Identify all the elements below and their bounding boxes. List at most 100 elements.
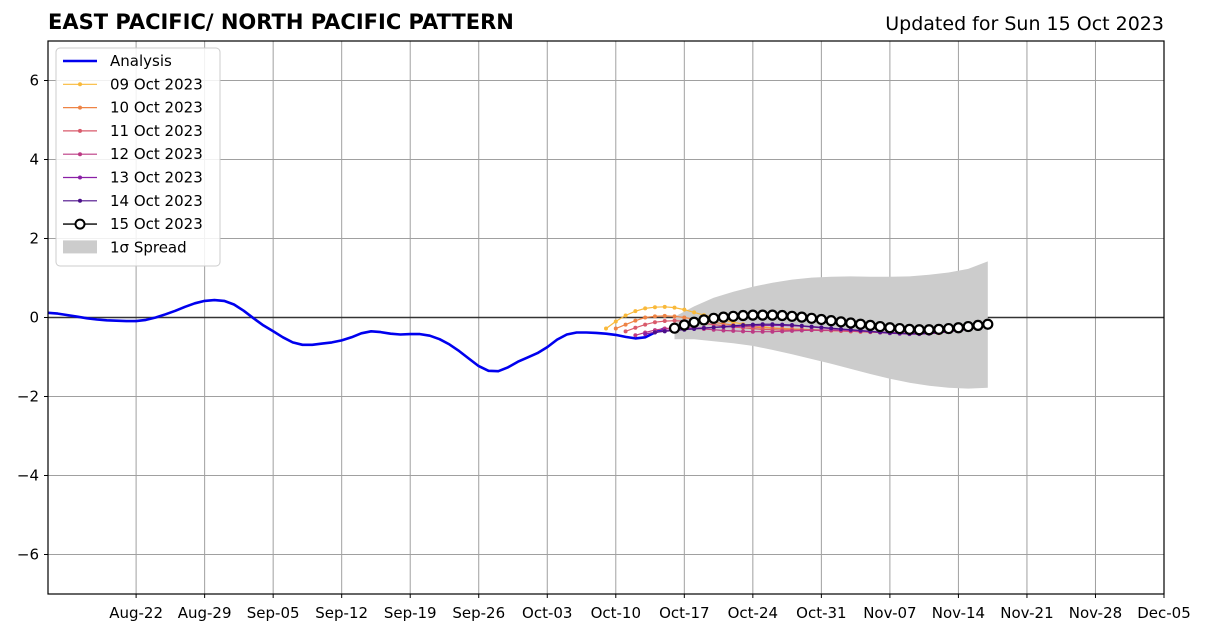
current-forecast-point <box>727 310 739 322</box>
forecast-point <box>623 322 628 327</box>
x-tick-label: Oct-31 <box>796 604 846 622</box>
legend-box <box>55 47 221 267</box>
forecast-point <box>721 328 726 333</box>
forecast-line <box>654 323 979 335</box>
chart-title: EAST PACIFIC/ NORTH PACIFIC PATTERN <box>48 10 514 34</box>
x-tick-label: Sep-26 <box>452 604 505 622</box>
forecast-point <box>613 319 618 324</box>
forecast-point <box>731 323 736 328</box>
current-forecast-point <box>698 314 710 326</box>
forecast-point <box>721 324 726 329</box>
forecast-point <box>750 329 755 334</box>
forecast-point <box>701 326 706 331</box>
forecast-point <box>672 318 677 323</box>
current-forecast-point <box>776 309 788 322</box>
legend-marker <box>78 82 82 87</box>
forecast-point <box>809 324 814 329</box>
forecast-point <box>643 322 648 327</box>
forecast-point <box>652 320 657 325</box>
forecast-point <box>613 326 618 331</box>
legend-item: Analysis <box>63 52 172 70</box>
legend-label: Analysis <box>110 52 172 70</box>
legend-label: 15 Oct 2023 <box>110 215 203 233</box>
legend-item: 1σ Spread <box>63 238 187 256</box>
forecast-point <box>623 313 628 318</box>
forecast-point <box>652 314 657 319</box>
forecast-point <box>662 319 667 324</box>
forecast-point <box>809 328 814 333</box>
current-forecast-point <box>737 309 749 322</box>
forecast-point <box>770 322 775 327</box>
current-forecast-point <box>962 320 974 333</box>
legend-marker <box>74 218 86 230</box>
current-forecast-point <box>835 316 847 328</box>
forecast-point <box>662 313 667 318</box>
x-tick-label: Sep-19 <box>384 604 437 622</box>
forecast-point <box>643 306 648 311</box>
y-tick-label: −2 <box>17 388 39 406</box>
current-forecast-point <box>952 322 965 334</box>
x-tick-label: Sep-12 <box>315 604 368 622</box>
forecast-point <box>682 307 687 312</box>
legend-item: 10 Oct 2023 <box>63 99 203 117</box>
forecast-point <box>692 310 697 315</box>
current-forecast-point <box>933 323 945 335</box>
forecast-point <box>848 327 853 332</box>
forecast-point <box>760 322 765 327</box>
forecast-point <box>711 325 716 330</box>
forecast-point <box>633 309 638 314</box>
forecast-point <box>692 326 697 331</box>
y-tick-label: 4 <box>29 151 39 169</box>
chart-subtitle: Updated for Sun 15 Oct 2023 <box>885 13 1164 35</box>
y-tick-label: −4 <box>17 467 39 485</box>
series-layer <box>47 298 994 373</box>
forecast-point <box>790 328 794 333</box>
current-forecast-point <box>688 316 700 328</box>
current-forecast-point <box>845 317 857 329</box>
legend: Analysis 09 Oct 2023 10 Oct 2023 11 Oct 202… <box>55 47 221 267</box>
current-forecast-point <box>874 320 886 333</box>
forecast-point <box>780 329 785 334</box>
legend-marker <box>78 198 82 203</box>
current-forecast-point <box>903 323 916 335</box>
current-forecast-point <box>796 311 808 323</box>
forecast-point <box>652 305 657 310</box>
forecast-point <box>652 330 657 335</box>
legend-label: 12 Oct 2023 <box>110 145 203 163</box>
current-forecast-point <box>757 309 769 321</box>
forecast-point <box>672 305 677 310</box>
forecast-point <box>643 315 648 320</box>
x-tick-label: Aug-22 <box>109 604 163 622</box>
forecast-point <box>819 325 824 330</box>
legend-label: 14 Oct 2023 <box>110 192 203 210</box>
legend-item: 13 Oct 2023 <box>63 169 203 187</box>
forecast-point <box>741 329 746 334</box>
current-forecast-point <box>864 319 876 331</box>
forecast-point <box>672 314 677 319</box>
legend-item: 15 Oct 2023 <box>63 215 203 233</box>
forecast-point <box>623 329 628 334</box>
forecast-point <box>741 323 746 328</box>
x-tick-label: Nov-21 <box>1000 604 1053 622</box>
current-forecast-point <box>747 309 759 321</box>
legend-marker <box>78 175 82 180</box>
forecast-point <box>604 326 608 331</box>
current-forecast-point <box>982 318 994 330</box>
forecast-point <box>633 325 638 330</box>
legend-item: 14 Oct 2023 <box>63 192 203 210</box>
forecast-point <box>682 315 687 320</box>
forecast-point <box>780 322 785 327</box>
x-tick-label: Nov-14 <box>932 604 985 622</box>
legend-label: 11 Oct 2023 <box>110 122 203 140</box>
legend-item: 09 Oct 2023 <box>63 75 203 93</box>
forecast-point <box>760 329 765 334</box>
x-tick-label: Dec-05 <box>1137 604 1191 622</box>
current-forecast-point <box>943 322 955 335</box>
legend-marker <box>78 105 82 110</box>
current-forecast-point <box>854 318 867 330</box>
y-tick-label: 6 <box>29 72 39 90</box>
forecast-point <box>750 326 755 331</box>
forecast-point <box>770 329 775 334</box>
